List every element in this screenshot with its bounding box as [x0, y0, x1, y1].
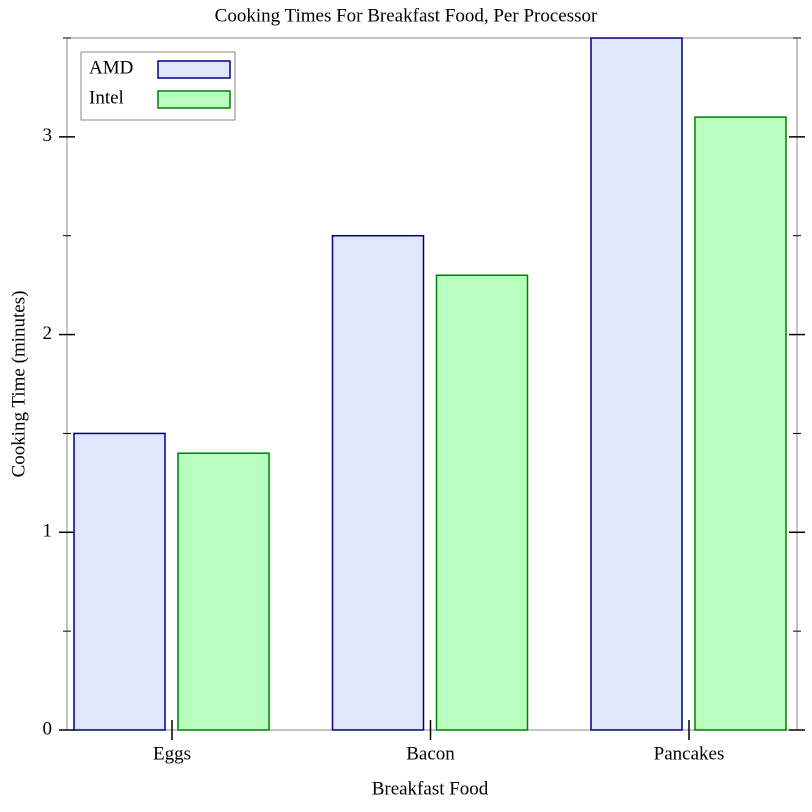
x-tick-label: Bacon [406, 743, 455, 764]
x-tick-label: Eggs [153, 743, 191, 764]
bar [590, 37, 683, 731]
chart-title: Cooking Times For Breakfast Food, Per Pr… [215, 5, 598, 26]
bar [177, 452, 270, 731]
bar [73, 432, 166, 731]
y-tick-label: 3 [43, 125, 53, 146]
bar [435, 274, 529, 731]
bar [694, 116, 787, 731]
y-tick-label: 1 [43, 521, 53, 542]
legend-label: AMD [89, 57, 133, 78]
legend-swatch [157, 90, 231, 109]
x-tick-label: Pancakes [654, 743, 725, 764]
legend-swatch [157, 60, 231, 79]
y-tick-label: 0 [43, 718, 53, 739]
plot-frame [66, 37, 798, 731]
y-tick-label: 2 [43, 323, 53, 344]
y-axis-label: Cooking Time (minutes) [8, 291, 29, 478]
legend-label: Intel [89, 87, 124, 108]
x-axis-label: Breakfast Food [372, 778, 489, 799]
bar [331, 234, 425, 731]
